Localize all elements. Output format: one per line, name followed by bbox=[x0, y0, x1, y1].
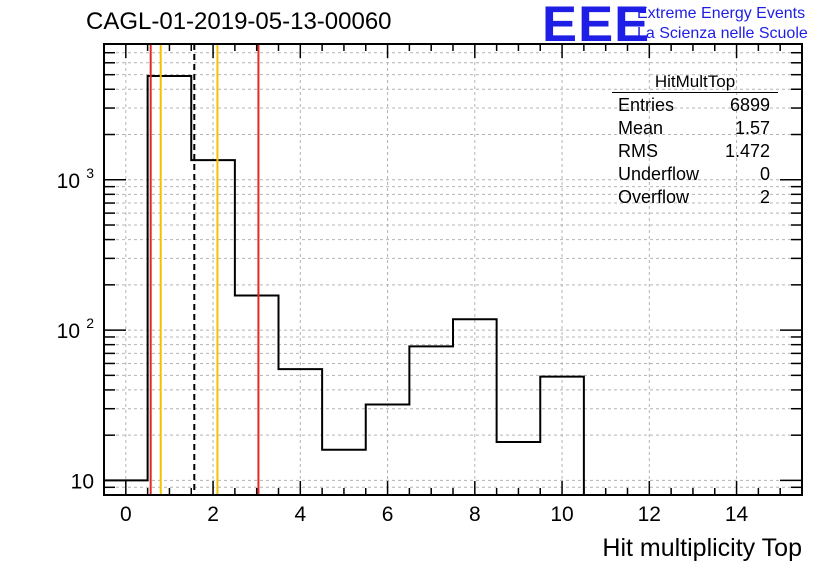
stats-label: Entries bbox=[618, 95, 675, 115]
x-tick-label: 0 bbox=[120, 503, 132, 526]
x-tick-label: 14 bbox=[725, 503, 749, 526]
y-tick-label: 10 bbox=[57, 320, 80, 343]
histogram-bin bbox=[148, 76, 192, 495]
stats-label: Underflow bbox=[618, 164, 700, 184]
stats-label: RMS bbox=[618, 141, 658, 161]
y-tick-label: 10 bbox=[57, 170, 80, 193]
stats-value: 1.472 bbox=[724, 141, 770, 161]
logo-caption: Extreme Energy Events La Scienza nelle S… bbox=[637, 4, 808, 44]
axis-ticks bbox=[104, 43, 802, 496]
histogram-bin bbox=[235, 295, 279, 495]
y-tick-label: 10 bbox=[71, 470, 94, 493]
eee-logo: EEE bbox=[542, 0, 651, 52]
stats-label: Mean bbox=[618, 118, 664, 138]
x-axis-label: Hit multiplicity Top bbox=[602, 534, 802, 562]
x-tick-label: 12 bbox=[638, 503, 661, 526]
x-tick-label: 10 bbox=[550, 503, 573, 526]
grid-lines bbox=[104, 43, 802, 496]
stats-value: 1.57 bbox=[734, 118, 770, 138]
stats-box: HitMultTop Entries 6899 Mean 1.57 RMS 1.… bbox=[612, 72, 778, 209]
stats-row-mean: Mean 1.57 bbox=[612, 117, 778, 140]
x-tick-label: 2 bbox=[207, 503, 219, 526]
x-tick-label: 8 bbox=[469, 503, 481, 526]
stats-row-overflow: Overflow 2 bbox=[612, 186, 778, 209]
x-tick-label: 4 bbox=[294, 503, 306, 526]
chart-title: CAGL-01-2019-05-13-00060 bbox=[86, 8, 392, 35]
histogram-bin bbox=[409, 346, 453, 495]
x-tick-label: 6 bbox=[382, 503, 394, 526]
stats-label: Overflow bbox=[618, 187, 690, 207]
stats-row-underflow: Underflow 0 bbox=[612, 163, 778, 186]
stats-value: 2 bbox=[759, 187, 770, 207]
stats-value: 0 bbox=[759, 164, 770, 184]
stats-row-rms: RMS 1.472 bbox=[612, 140, 778, 163]
logo-line-2: La Scienza nelle Scuole bbox=[637, 25, 808, 42]
stats-row-entries: Entries 6899 bbox=[612, 94, 778, 117]
y-tick-exponent: 2 bbox=[86, 315, 94, 331]
stats-value: 6899 bbox=[729, 95, 770, 115]
tick-labels: 0 2 4 6 8 10 12 14 10 10 2 10 3 bbox=[57, 165, 749, 526]
logo-line-1: Extreme Energy Events bbox=[637, 5, 806, 22]
stats-separator bbox=[612, 92, 778, 93]
marker-lines bbox=[149, 44, 260, 495]
stats-title: HitMultTop bbox=[654, 72, 736, 91]
y-tick-exponent: 3 bbox=[86, 165, 94, 181]
